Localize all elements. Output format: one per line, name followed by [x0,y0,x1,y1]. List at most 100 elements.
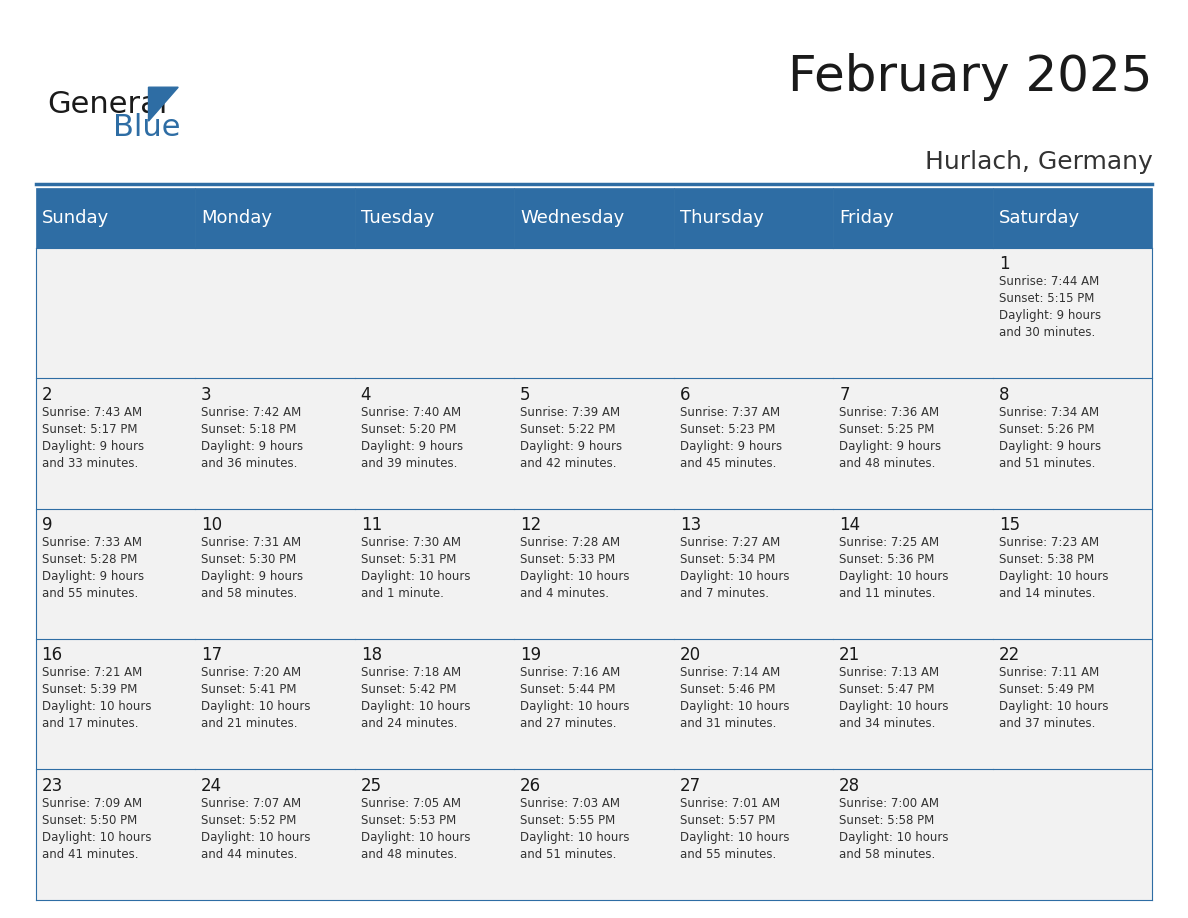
Text: Sunrise: 7:21 AM
Sunset: 5:39 PM
Daylight: 10 hours
and 17 minutes.: Sunrise: 7:21 AM Sunset: 5:39 PM Dayligh… [42,666,151,731]
Bar [355,769,514,900]
Text: Sunrise: 7:05 AM
Sunset: 5:53 PM
Daylight: 10 hours
and 48 minutes.: Sunrise: 7:05 AM Sunset: 5:53 PM Dayligh… [361,797,470,861]
Text: Sunrise: 7:42 AM
Sunset: 5:18 PM
Daylight: 9 hours
and 36 minutes.: Sunrise: 7:42 AM Sunset: 5:18 PM Dayligh… [201,406,303,470]
Bar [355,248,514,378]
Bar [195,769,355,900]
Bar [993,248,1152,378]
Bar [674,248,833,378]
Text: Sunrise: 7:30 AM
Sunset: 5:31 PM
Daylight: 10 hours
and 1 minute.: Sunrise: 7:30 AM Sunset: 5:31 PM Dayligh… [361,536,470,600]
Bar [674,639,833,769]
Text: Sunrise: 7:07 AM
Sunset: 5:52 PM
Daylight: 10 hours
and 44 minutes.: Sunrise: 7:07 AM Sunset: 5:52 PM Dayligh… [201,797,310,861]
Bar [355,378,514,509]
Text: 21: 21 [839,646,860,665]
Bar [993,378,1152,509]
Bar [833,248,993,378]
Text: Sunrise: 7:13 AM
Sunset: 5:47 PM
Daylight: 10 hours
and 34 minutes.: Sunrise: 7:13 AM Sunset: 5:47 PM Dayligh… [839,666,949,731]
Text: 8: 8 [999,386,1010,404]
Text: 14: 14 [839,516,860,534]
Bar [993,769,1152,900]
Text: Blue: Blue [113,113,181,142]
Text: 7: 7 [839,386,849,404]
Bar [674,509,833,639]
Text: 25: 25 [361,777,381,795]
Text: Sunrise: 7:34 AM
Sunset: 5:26 PM
Daylight: 9 hours
and 51 minutes.: Sunrise: 7:34 AM Sunset: 5:26 PM Dayligh… [999,406,1101,470]
Text: Sunrise: 7:18 AM
Sunset: 5:42 PM
Daylight: 10 hours
and 24 minutes.: Sunrise: 7:18 AM Sunset: 5:42 PM Dayligh… [361,666,470,731]
Text: 22: 22 [999,646,1020,665]
Bar [993,509,1152,639]
Text: 16: 16 [42,646,63,665]
Bar [36,248,195,378]
Bar [195,639,355,769]
Text: Sunrise: 7:25 AM
Sunset: 5:36 PM
Daylight: 10 hours
and 11 minutes.: Sunrise: 7:25 AM Sunset: 5:36 PM Dayligh… [839,536,949,600]
Bar [195,248,355,378]
Text: Sunrise: 7:40 AM
Sunset: 5:20 PM
Daylight: 9 hours
and 39 minutes.: Sunrise: 7:40 AM Sunset: 5:20 PM Dayligh… [361,406,463,470]
Text: 10: 10 [201,516,222,534]
Bar [514,639,674,769]
Text: 11: 11 [361,516,381,534]
Text: February 2025: February 2025 [788,53,1152,101]
Text: Sunrise: 7:00 AM
Sunset: 5:58 PM
Daylight: 10 hours
and 58 minutes.: Sunrise: 7:00 AM Sunset: 5:58 PM Dayligh… [839,797,949,861]
Bar [514,248,674,378]
Bar [36,378,195,509]
Text: Sunrise: 7:39 AM
Sunset: 5:22 PM
Daylight: 9 hours
and 42 minutes.: Sunrise: 7:39 AM Sunset: 5:22 PM Dayligh… [520,406,623,470]
Bar [833,639,993,769]
Text: Sunrise: 7:44 AM
Sunset: 5:15 PM
Daylight: 9 hours
and 30 minutes.: Sunrise: 7:44 AM Sunset: 5:15 PM Dayligh… [999,275,1101,340]
Text: Sunrise: 7:03 AM
Sunset: 5:55 PM
Daylight: 10 hours
and 51 minutes.: Sunrise: 7:03 AM Sunset: 5:55 PM Dayligh… [520,797,630,861]
Bar [195,378,355,509]
Text: 23: 23 [42,777,63,795]
Text: Sunrise: 7:01 AM
Sunset: 5:57 PM
Daylight: 10 hours
and 55 minutes.: Sunrise: 7:01 AM Sunset: 5:57 PM Dayligh… [680,797,789,861]
Bar [355,188,514,248]
Text: Friday: Friday [839,209,895,227]
Text: 26: 26 [520,777,542,795]
Text: Sunday: Sunday [42,209,109,227]
Bar [514,509,674,639]
Text: 6: 6 [680,386,690,404]
Text: Tuesday: Tuesday [361,209,434,227]
Bar [514,378,674,509]
Text: Saturday: Saturday [999,209,1080,227]
Bar [674,378,833,509]
Text: 1: 1 [999,255,1010,274]
Bar [36,509,195,639]
Bar [195,509,355,639]
Text: Monday: Monday [201,209,272,227]
Text: 17: 17 [201,646,222,665]
Text: Hurlach, Germany: Hurlach, Germany [924,151,1152,174]
Text: 12: 12 [520,516,542,534]
Text: Sunrise: 7:16 AM
Sunset: 5:44 PM
Daylight: 10 hours
and 27 minutes.: Sunrise: 7:16 AM Sunset: 5:44 PM Dayligh… [520,666,630,731]
Bar [833,769,993,900]
Text: Sunrise: 7:33 AM
Sunset: 5:28 PM
Daylight: 9 hours
and 55 minutes.: Sunrise: 7:33 AM Sunset: 5:28 PM Dayligh… [42,536,144,600]
Polygon shape [148,87,178,121]
Text: Sunrise: 7:37 AM
Sunset: 5:23 PM
Daylight: 9 hours
and 45 minutes.: Sunrise: 7:37 AM Sunset: 5:23 PM Dayligh… [680,406,782,470]
Bar [36,769,195,900]
Bar [833,378,993,509]
Bar [674,769,833,900]
Text: 5: 5 [520,386,531,404]
Bar [36,188,195,248]
Text: 18: 18 [361,646,381,665]
Text: 24: 24 [201,777,222,795]
Text: 20: 20 [680,646,701,665]
Text: 9: 9 [42,516,52,534]
Bar [355,509,514,639]
Bar [993,639,1152,769]
Bar [833,188,993,248]
Text: 4: 4 [361,386,371,404]
Text: Wednesday: Wednesday [520,209,625,227]
Text: Sunrise: 7:31 AM
Sunset: 5:30 PM
Daylight: 9 hours
and 58 minutes.: Sunrise: 7:31 AM Sunset: 5:30 PM Dayligh… [201,536,303,600]
Bar [514,188,674,248]
Bar [514,769,674,900]
Text: 27: 27 [680,777,701,795]
Text: 3: 3 [201,386,211,404]
Text: Sunrise: 7:23 AM
Sunset: 5:38 PM
Daylight: 10 hours
and 14 minutes.: Sunrise: 7:23 AM Sunset: 5:38 PM Dayligh… [999,536,1108,600]
Bar [355,639,514,769]
Text: Sunrise: 7:09 AM
Sunset: 5:50 PM
Daylight: 10 hours
and 41 minutes.: Sunrise: 7:09 AM Sunset: 5:50 PM Dayligh… [42,797,151,861]
Bar [674,188,833,248]
Text: Sunrise: 7:43 AM
Sunset: 5:17 PM
Daylight: 9 hours
and 33 minutes.: Sunrise: 7:43 AM Sunset: 5:17 PM Dayligh… [42,406,144,470]
Text: 19: 19 [520,646,542,665]
Bar [195,188,355,248]
Text: General: General [48,90,168,119]
Text: 15: 15 [999,516,1019,534]
Bar [36,639,195,769]
Bar [993,188,1152,248]
Text: Sunrise: 7:27 AM
Sunset: 5:34 PM
Daylight: 10 hours
and 7 minutes.: Sunrise: 7:27 AM Sunset: 5:34 PM Dayligh… [680,536,789,600]
